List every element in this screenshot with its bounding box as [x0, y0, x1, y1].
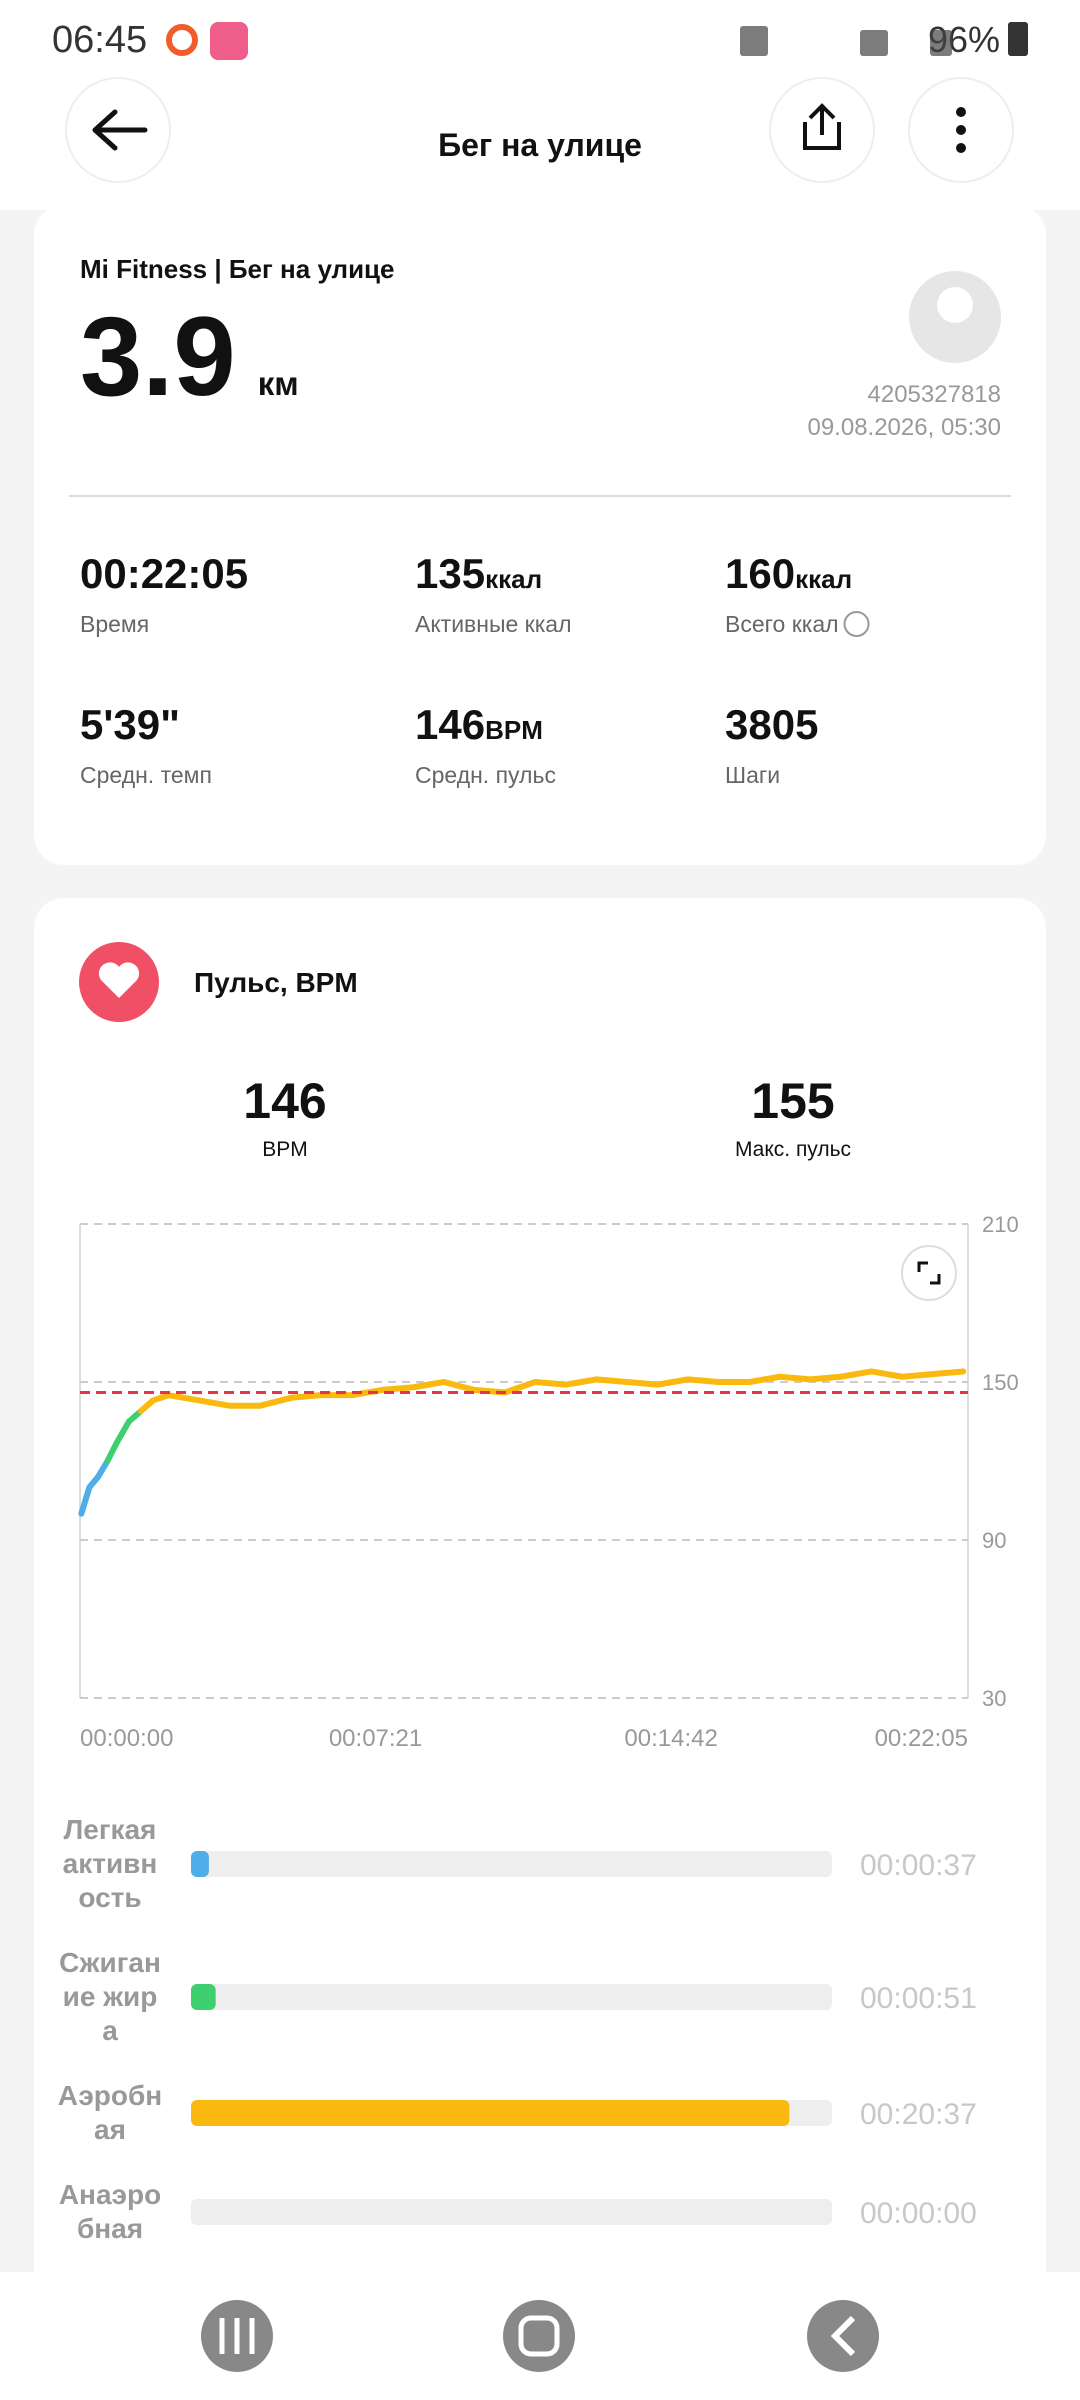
- zone-track: [191, 1851, 832, 1877]
- zone-track: [191, 2199, 832, 2225]
- status-time: 06:45: [52, 19, 147, 61]
- stat-number: 146: [415, 701, 485, 748]
- stat-unit: BPM: [485, 715, 543, 745]
- expand-button[interactable]: [901, 1245, 957, 1301]
- distance: 3.9 км: [80, 294, 299, 419]
- zone-label: Легкая активность: [62, 1814, 158, 1913]
- avg-hr: 146: [243, 1073, 326, 1129]
- stat-value: 160ккал: [725, 550, 852, 597]
- share-icon: [803, 103, 841, 150]
- status-icon: [210, 22, 248, 60]
- info-icon: [843, 611, 870, 637]
- nav-back-icon: [830, 2315, 856, 2357]
- zone-label: Аэробная: [57, 2080, 163, 2145]
- avg-hr-label: BPM: [262, 1138, 308, 1161]
- stat-value: 135ккал: [415, 550, 542, 597]
- max-hr-label: Макс. пульс: [735, 1138, 851, 1161]
- hr-line: [78, 1458, 111, 1517]
- zones: 00:00:37 00:00:51 00:20:37 00:00:00: [191, 1849, 977, 2230]
- max-hr: 155: [751, 1073, 834, 1129]
- back-icon: [92, 109, 148, 151]
- hr-chart: 30 90 150 210 00:00:00 00:07:21 00:14:42 00:22:…: [78, 1212, 1019, 1752]
- user-id: 4205327818: [868, 381, 1001, 408]
- workout-datetime: 09.08.2026, 05:30: [807, 414, 1001, 441]
- y-tick-label: 90: [982, 1528, 1006, 1553]
- stat-value: 00:22:05: [80, 550, 248, 597]
- expand-icon: [917, 1261, 941, 1285]
- zone-duration: 00:00:37: [860, 1849, 977, 1882]
- nav-home[interactable]: [503, 2300, 575, 2372]
- stat-number: 5'39": [80, 701, 180, 748]
- zone-bar: [191, 2100, 790, 2126]
- stat-number: 00:22:05: [80, 550, 248, 597]
- heart-title: Пульс, BPM: [194, 967, 358, 998]
- zone-duration: 00:20:37: [860, 2098, 977, 2131]
- header-title: Бег на улице: [438, 127, 642, 163]
- heart-icon: [98, 962, 140, 998]
- x-tick-label: 00:22:05: [875, 1725, 968, 1752]
- stat-number: 160: [725, 550, 795, 597]
- status-icons: [740, 26, 952, 56]
- summary-source: Mi Fitness | Бег на улице: [80, 254, 395, 284]
- stat-label: Средн. темп: [80, 762, 212, 788]
- zone-bar: [191, 1851, 209, 1877]
- zone-track: [191, 1984, 832, 2010]
- heart-card: [34, 898, 1046, 2318]
- stat-unit: ккал: [795, 564, 852, 594]
- status-icon: [166, 24, 198, 56]
- stat-label: Шаги: [725, 762, 780, 788]
- stat-value: 3805: [725, 701, 818, 748]
- nav-recents-icon: [219, 2318, 255, 2354]
- stat-value: 146BPM: [415, 701, 543, 748]
- top-bg: [0, 0, 1080, 210]
- stat-label: Активные ккал: [415, 611, 572, 637]
- battery-icon: [1008, 22, 1028, 56]
- y-tick-label: 210: [982, 1212, 1019, 1237]
- summary-card: [34, 205, 1046, 865]
- menu-icon: [956, 107, 966, 153]
- zone-duration: 00:00:51: [860, 1982, 977, 2015]
- zone-label: Анаэробная: [58, 2179, 162, 2244]
- hr-line: [104, 1407, 144, 1464]
- stat-label: Средн. пульс: [415, 762, 556, 788]
- zone-bar: [191, 1984, 216, 2010]
- x-tick-label: 00:07:21: [329, 1725, 422, 1752]
- zone-label: Сжигание жира: [59, 1947, 161, 2046]
- stat-label: Всего ккал: [725, 611, 839, 637]
- stat-unit: ккал: [485, 564, 542, 594]
- nav-home-icon: [518, 2315, 560, 2357]
- distance-unit: км: [258, 365, 299, 402]
- y-tick-label: 30: [982, 1686, 1006, 1711]
- x-tick-label: 00:14:42: [624, 1725, 717, 1752]
- stat-number: 3805: [725, 701, 818, 748]
- nav-back[interactable]: [807, 2300, 879, 2372]
- hr-line: [137, 1368, 967, 1414]
- x-tick-label: 00:00:00: [80, 1725, 173, 1752]
- distance-value: 3.9: [80, 294, 236, 419]
- stat-value: 5'39": [80, 701, 180, 748]
- avatar-head: [937, 287, 973, 323]
- y-tick-label: 150: [982, 1370, 1019, 1395]
- stat-label: Время: [80, 611, 149, 637]
- zone-duration: 00:00:00: [860, 2197, 977, 2230]
- stat-number: 135: [415, 550, 485, 597]
